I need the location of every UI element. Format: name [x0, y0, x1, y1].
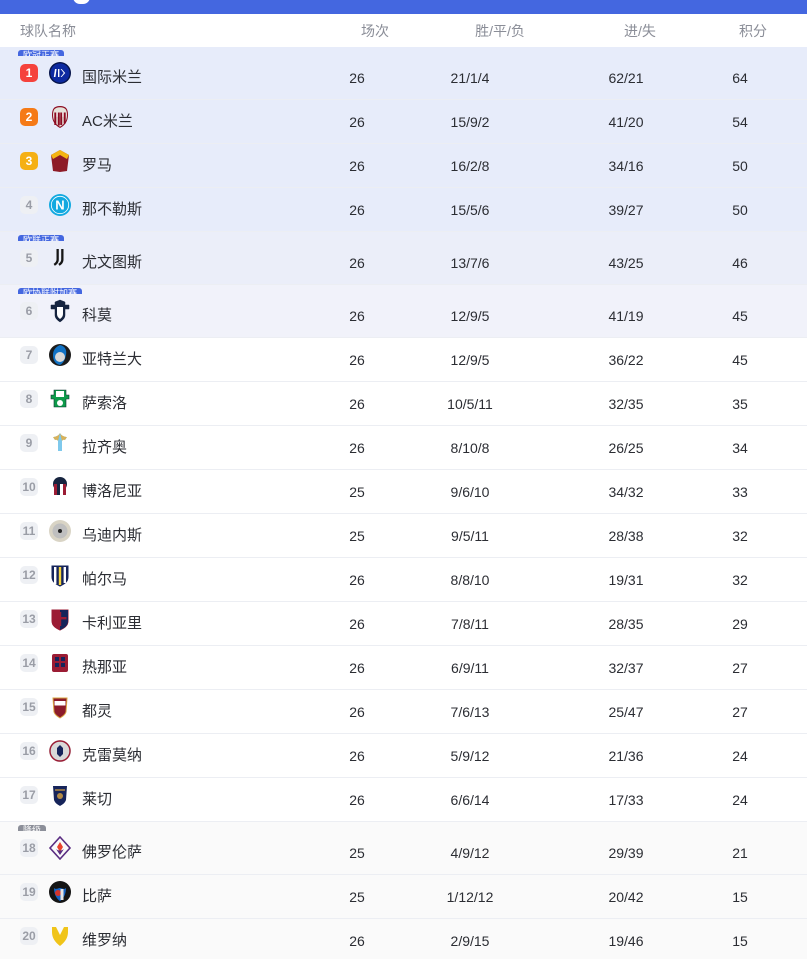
svg-text:N: N — [55, 198, 64, 213]
